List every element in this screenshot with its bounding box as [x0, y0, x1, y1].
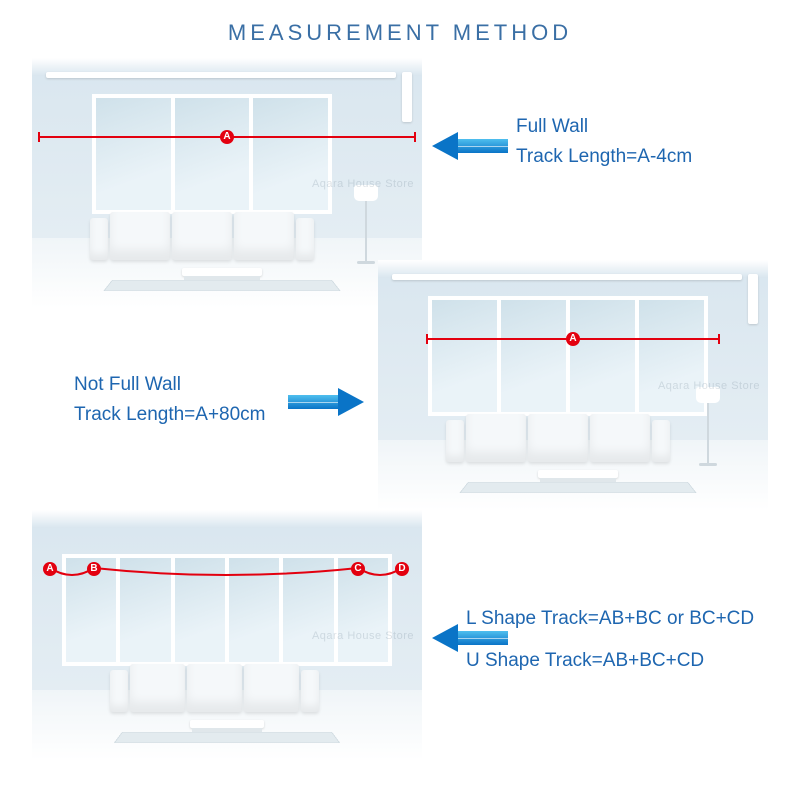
window [92, 94, 332, 214]
window-pane [96, 98, 171, 210]
curtain-motor [748, 274, 758, 324]
measure-badge-a: A [220, 130, 234, 144]
measure-line-a: A [426, 338, 720, 340]
label-line: Track Length=A+80cm [74, 400, 266, 430]
measure-badge-a: A [43, 562, 57, 576]
scene-not-full-wall: A Aqara House Store [378, 260, 768, 510]
watermark: Aqara House Store [312, 630, 414, 642]
measure-line-a: A [38, 136, 416, 138]
label-line: Not Full Wall [74, 370, 266, 400]
arrow-head-icon [432, 624, 458, 652]
measure-badge-b: B [87, 562, 101, 576]
coffee-table [182, 268, 262, 276]
measure-badge-d: D [395, 562, 409, 576]
window-pane [253, 98, 328, 210]
window-pane [570, 300, 635, 412]
arrow-shaft [458, 139, 508, 153]
measure-badge-a: A [566, 332, 580, 346]
label-line: L Shape Track=AB+BC or BC+CD [466, 604, 754, 634]
arrow-to-full-wall [432, 132, 508, 160]
arrow-to-not-full-wall [288, 388, 364, 416]
curtain-track [46, 72, 396, 78]
watermark: Aqara House Store [658, 380, 760, 392]
label-full-wall: Full Wall Track Length=A-4cm [516, 112, 692, 173]
label-not-full-wall: Not Full Wall Track Length=A+80cm [74, 370, 266, 431]
scene-full-wall: A Aqara House Store [32, 58, 422, 308]
floor-lamp [354, 185, 378, 264]
rug [103, 280, 341, 291]
sofa-cushion [234, 212, 294, 260]
curtain-track [392, 274, 742, 280]
sofa [90, 212, 314, 260]
coffee-table [538, 470, 618, 478]
curtain-motor [402, 72, 412, 122]
window-pane [639, 300, 704, 412]
sofa-cushion [590, 414, 650, 462]
window-pane [501, 300, 566, 412]
scene-bay-window: A B C D Aqara House Store [32, 510, 422, 760]
window-pane [432, 300, 497, 412]
measure-badge-c: C [351, 562, 365, 576]
window-pane [175, 98, 250, 210]
sofa [446, 414, 670, 462]
label-line: Track Length=A-4cm [516, 142, 692, 172]
window [428, 296, 708, 416]
sofa-cushion [110, 212, 170, 260]
floor-lamp [696, 387, 720, 466]
sofa-cushion [528, 414, 588, 462]
sofa-cushion [466, 414, 526, 462]
arrow-shaft [288, 395, 338, 409]
watermark: Aqara House Store [312, 178, 414, 190]
sofa-cushion [172, 212, 232, 260]
label-line: U Shape Track=AB+BC+CD [466, 646, 754, 676]
page-title: MEASUREMENT METHOD [228, 20, 572, 46]
arrow-head-icon [432, 132, 458, 160]
label-bay: L Shape Track=AB+BC or BC+CD U Shape Tra… [466, 604, 754, 676]
arrow-head-icon [338, 388, 364, 416]
label-line: Full Wall [516, 112, 692, 142]
